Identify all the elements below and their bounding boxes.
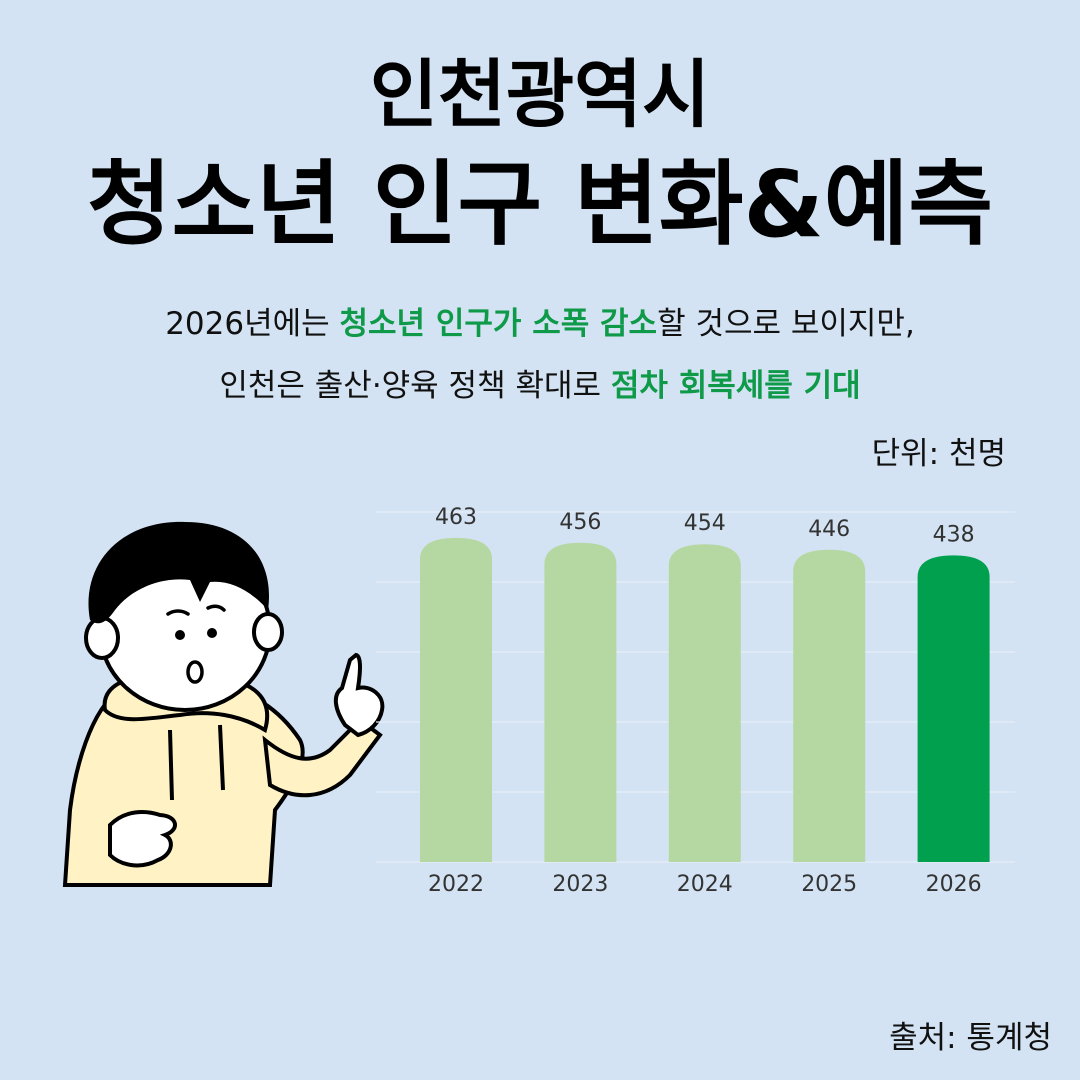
bar-2026 xyxy=(917,555,990,862)
x-tick-2023: 2023 xyxy=(552,872,608,897)
subtitle-line-2: 인천은 출산·양육 정책 확대로 점차 회복세를 기대 xyxy=(0,364,1080,408)
chart-data-labels: 463 456 454 446 438 xyxy=(435,505,975,548)
data-label-2024: 454 xyxy=(684,511,726,536)
x-tick-2025: 2025 xyxy=(801,872,857,897)
bar-2023 xyxy=(544,542,617,862)
page-title: 인천광역시 xyxy=(369,52,711,138)
hair xyxy=(88,521,269,624)
chart-x-tick-labels: 2022 2023 2024 2025 2026 xyxy=(428,872,982,897)
data-label-2023: 456 xyxy=(559,510,601,535)
raised-arm xyxy=(262,717,383,798)
page-headline: 청소년 인구 변화&예측 xyxy=(86,151,994,258)
unit-label: 단위: 천명 xyxy=(871,436,1006,472)
data-label-2025: 446 xyxy=(808,517,850,542)
subtitle-text: 2026년에는 xyxy=(165,306,340,342)
cartoon-boy-illustration xyxy=(62,521,385,887)
subtitle-highlight: 점차 회복세를 기대 xyxy=(610,368,861,404)
bar-2024 xyxy=(668,544,741,862)
subtitle-line-1: 2026년에는 청소년 인구가 소폭 감소할 것으로 보이지만, xyxy=(0,302,1080,346)
subtitle-text: 할 것으로 보이지만, xyxy=(657,306,915,342)
chart-bars xyxy=(420,537,990,862)
bar-2025 xyxy=(793,549,866,862)
x-tick-2022: 2022 xyxy=(428,872,484,897)
x-tick-2026: 2026 xyxy=(926,872,982,897)
x-tick-2024: 2024 xyxy=(677,872,733,897)
data-label-2026: 438 xyxy=(933,522,975,547)
source-label: 출처: 통계청 xyxy=(889,1020,1052,1056)
lower-hand xyxy=(108,810,177,868)
data-label-2022: 463 xyxy=(435,505,477,530)
bar-2022 xyxy=(420,537,492,862)
subtitle-highlight: 청소년 인구가 소폭 감소 xyxy=(339,306,658,342)
subtitle-text: 인천은 출산·양육 정책 확대로 xyxy=(219,368,611,404)
